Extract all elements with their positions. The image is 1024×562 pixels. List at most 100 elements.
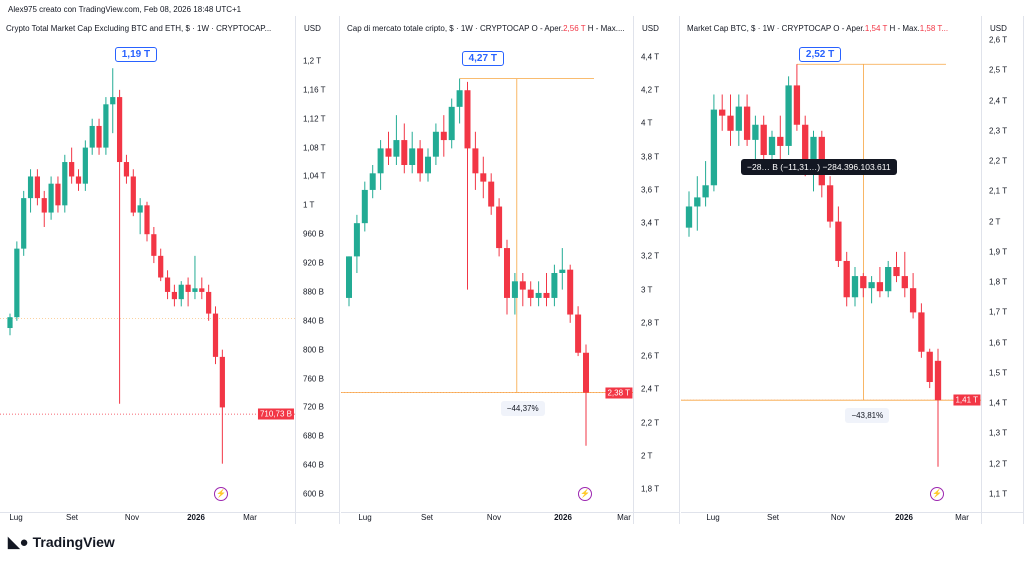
candle-body[interactable] xyxy=(918,312,925,352)
candle-body[interactable] xyxy=(424,156,432,174)
candle-body[interactable] xyxy=(385,148,392,157)
candle-body[interactable] xyxy=(527,289,534,298)
candle-body[interactable] xyxy=(123,162,130,177)
candle-body[interactable] xyxy=(393,140,400,157)
candle-body[interactable] xyxy=(110,97,116,105)
candle-body[interactable] xyxy=(472,148,479,174)
candle-body[interactable] xyxy=(496,206,503,249)
price-axis[interactable]: USD xyxy=(981,16,1024,524)
candle-body[interactable] xyxy=(212,313,219,357)
peak-callout[interactable]: 1,19 T xyxy=(114,47,158,62)
candle-body[interactable] xyxy=(103,104,109,148)
candle-body[interactable] xyxy=(62,162,68,206)
candlestick-chart[interactable] xyxy=(681,16,981,516)
candle-body[interactable] xyxy=(464,90,471,149)
candle-body[interactable] xyxy=(710,109,718,186)
candle-body[interactable] xyxy=(727,115,734,131)
candle-body[interactable] xyxy=(511,281,518,298)
candle-body[interactable] xyxy=(171,291,178,300)
candle-body[interactable] xyxy=(158,255,164,278)
peak-callout[interactable]: 2,52 T xyxy=(798,47,842,62)
candle-body[interactable] xyxy=(909,288,917,313)
lightning-icon[interactable]: ⚡ xyxy=(930,487,944,501)
chart-panel-2[interactable]: Cap di mercato totale cripto, $ · 1W · C… xyxy=(341,16,680,524)
lightning-icon[interactable]: ⚡ xyxy=(578,487,592,501)
candle-body[interactable] xyxy=(27,176,34,199)
candle-body[interactable] xyxy=(144,205,150,235)
candle-body[interactable] xyxy=(116,97,123,163)
candle-body[interactable] xyxy=(164,277,171,292)
candle-body[interactable] xyxy=(685,206,693,228)
candle-body[interactable] xyxy=(843,260,850,298)
candle-body[interactable] xyxy=(868,282,875,289)
candle-body[interactable] xyxy=(219,356,225,408)
chart-panel-1[interactable]: Crypto Total Market Cap Excluding BTC an… xyxy=(0,16,340,524)
candle-body[interactable] xyxy=(75,176,82,184)
candle-body[interactable] xyxy=(559,269,566,273)
candle-body[interactable] xyxy=(503,248,511,298)
candle-body[interactable] xyxy=(519,281,526,290)
candlestick-chart[interactable] xyxy=(0,16,295,516)
candle-body[interactable] xyxy=(361,189,368,224)
chart-panel-3[interactable]: Market Cap BTC, $ · 1W · CRYPTOCAP O - A… xyxy=(681,16,1024,524)
candle-body[interactable] xyxy=(55,183,61,206)
candle-body[interactable] xyxy=(89,125,95,148)
candle-body[interactable] xyxy=(793,85,801,125)
candle-body[interactable] xyxy=(760,124,767,156)
candle-body[interactable] xyxy=(876,282,884,292)
candle-body[interactable] xyxy=(192,288,198,292)
candle-body[interactable] xyxy=(130,176,136,213)
lightning-icon[interactable]: ⚡ xyxy=(214,487,229,501)
candle-body[interactable] xyxy=(185,284,191,292)
candle-body[interactable] xyxy=(34,176,41,199)
candle-body[interactable] xyxy=(41,198,47,213)
candle-body[interactable] xyxy=(353,223,360,257)
candle-body[interactable] xyxy=(440,131,447,141)
candle-body[interactable] xyxy=(199,288,205,292)
candle-body[interactable] xyxy=(551,273,558,298)
candle-body[interactable] xyxy=(901,276,908,289)
candle-body[interactable] xyxy=(137,205,143,213)
candle-body[interactable] xyxy=(178,284,184,300)
candle-body[interactable] xyxy=(480,173,487,182)
candle-body[interactable] xyxy=(575,314,582,353)
candle-body[interactable] xyxy=(768,136,776,156)
candle-body[interactable] xyxy=(409,148,416,165)
candle-body[interactable] xyxy=(21,198,27,249)
candle-body[interactable] xyxy=(582,352,590,393)
candle-body[interactable] xyxy=(14,248,20,318)
candle-body[interactable] xyxy=(752,124,759,140)
candle-body[interactable] xyxy=(7,317,13,329)
price-axis[interactable]: USD xyxy=(295,16,340,524)
candle-body[interactable] xyxy=(417,148,424,174)
candle-body[interactable] xyxy=(702,185,709,198)
candle-body[interactable] xyxy=(82,147,88,184)
candle-body[interactable] xyxy=(456,90,463,107)
candle-body[interactable] xyxy=(851,276,859,298)
candle-body[interactable] xyxy=(151,234,157,256)
candle-body[interactable] xyxy=(777,136,784,146)
candle-body[interactable] xyxy=(543,292,550,298)
candle-body[interactable] xyxy=(926,351,933,383)
candle-body[interactable] xyxy=(735,106,742,131)
peak-callout[interactable]: 4,27 T xyxy=(461,50,504,66)
price-axis[interactable]: USD xyxy=(633,16,680,524)
candle-body[interactable] xyxy=(826,185,834,222)
candle-body[interactable] xyxy=(377,148,384,174)
candle-body[interactable] xyxy=(96,125,102,148)
candle-body[interactable] xyxy=(401,140,408,165)
candle-body[interactable] xyxy=(893,267,900,277)
candle-body[interactable] xyxy=(448,106,455,141)
candle-body[interactable] xyxy=(567,269,574,315)
candle-body[interactable] xyxy=(69,162,75,177)
candle-body[interactable] xyxy=(488,181,495,207)
candle-body[interactable] xyxy=(369,173,376,190)
candle-body[interactable] xyxy=(432,131,439,157)
candle-body[interactable] xyxy=(206,291,212,314)
candle-body[interactable] xyxy=(719,109,726,116)
candle-body[interactable] xyxy=(694,197,701,207)
candle-body[interactable] xyxy=(743,106,751,140)
candle-body[interactable] xyxy=(810,136,817,162)
candle-body[interactable] xyxy=(860,276,867,289)
candle-body[interactable] xyxy=(48,183,54,213)
